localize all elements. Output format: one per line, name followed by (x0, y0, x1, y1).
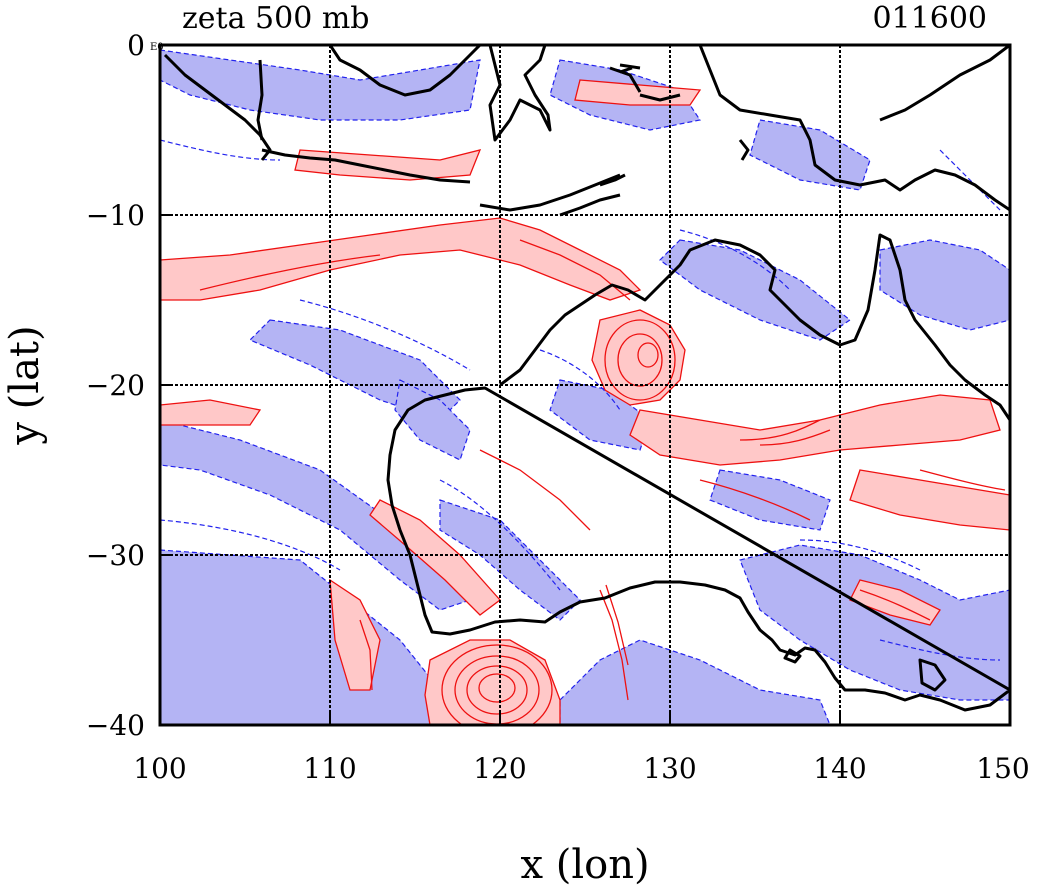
x-tick-label: 140 (813, 752, 866, 785)
neg-region-west-band (160, 419, 472, 611)
pos-band-center-east (629, 394, 1001, 466)
coastline-gulf-islands (783, 648, 802, 664)
pos-band-east-diagonal (849, 469, 1010, 531)
neg-region-coast-west (394, 379, 471, 461)
coastline-new-guinea (698, 45, 1010, 212)
vorticity-field (160, 45, 1010, 725)
coastline-sumatra (163, 53, 272, 161)
y-tick-labels: 0 −10 −20 −30 −40 (86, 29, 145, 742)
pos-region-top-islands (294, 149, 482, 181)
coastline-borneo-java (256, 59, 471, 184)
x-tick-label: 110 (303, 752, 356, 785)
neg-region-north-top (160, 49, 481, 121)
neg-region-north-center (659, 239, 852, 341)
coastline-lesser-sunda (479, 173, 621, 217)
y-axis-label: y (lat) (2, 325, 48, 445)
y-tick-label: −20 (86, 369, 145, 402)
x-tick-label: 150 (976, 752, 1029, 785)
x-tick-label: 100 (133, 752, 186, 785)
y-tick-label: −10 (86, 199, 145, 232)
x-tick-label: 130 (643, 752, 696, 785)
negative-contours (160, 139, 1001, 661)
negative-vorticity-regions (160, 49, 1010, 725)
y-tick-label: −30 (86, 539, 145, 572)
coastline-islands-north (609, 63, 681, 102)
pos-region-west-strip (160, 399, 262, 426)
x-tick-label: 120 (473, 752, 526, 785)
neg-region-southwest (160, 549, 471, 725)
lat-lon-grid (160, 45, 1010, 725)
coastline-australia (386, 233, 1010, 712)
positive-vorticity-regions (160, 79, 1010, 725)
x-axis-label: x (lon) (520, 842, 649, 885)
coastline-small-islands (619, 66, 750, 161)
neg-region-northeast (879, 239, 1010, 331)
y-tick-label: −40 (86, 709, 145, 742)
pos-band-west-diagonal (369, 499, 501, 616)
plot-timestamp: 011600 (872, 1, 987, 36)
coastline-timor (599, 173, 626, 187)
x-tick-labels: 100 110 120 130 140 150 (133, 752, 1029, 785)
y-tick-label: 0 (127, 29, 145, 62)
plot-title: zeta 500 mb (182, 1, 370, 36)
neg-region-south-band (439, 499, 581, 621)
coastline-sulawesi (488, 45, 552, 142)
pos-region-southwest-strip (329, 578, 381, 691)
coastline (163, 45, 1010, 712)
corner-mark: E0 (150, 42, 164, 53)
coastline-borneo (328, 45, 482, 97)
coastline-tasmania (918, 658, 947, 692)
tick-marks (159, 44, 1011, 726)
